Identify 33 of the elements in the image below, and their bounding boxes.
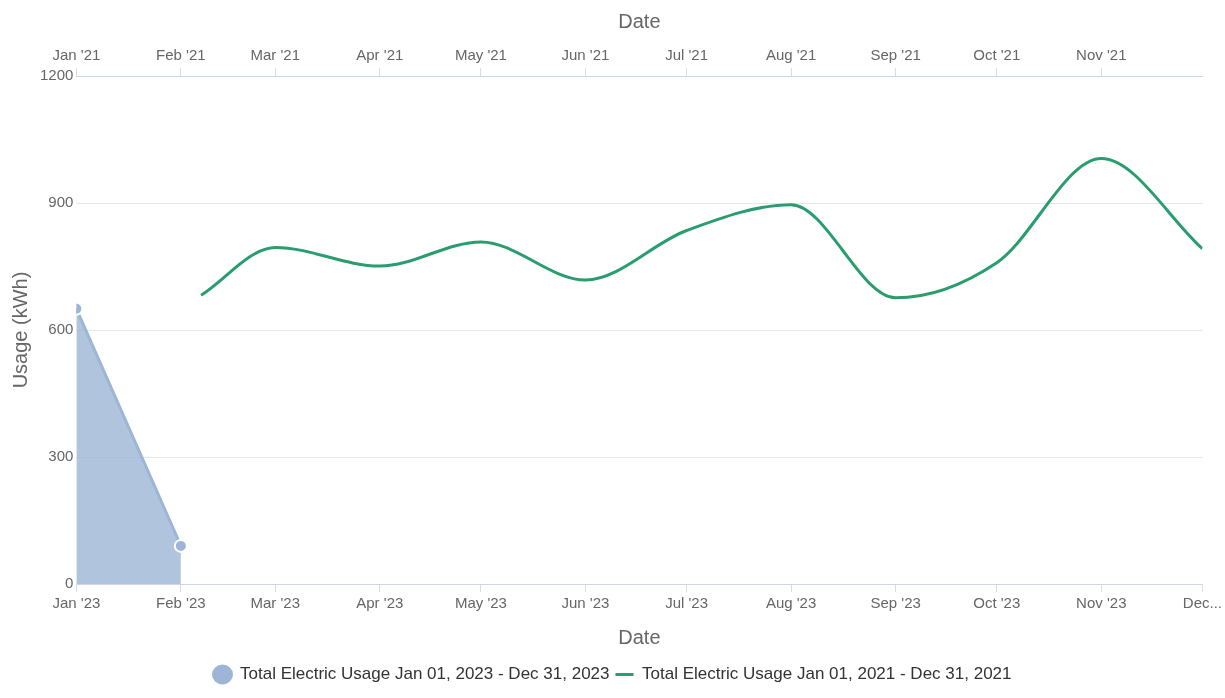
x2-tick-label: Nov '21: [1076, 46, 1127, 64]
y-tick-label: 900: [48, 193, 74, 211]
y-tick-label: 600: [48, 320, 74, 338]
x-tick-label: Dec...: [1182, 594, 1223, 612]
y-tick-label: 1200: [39, 66, 74, 84]
x-tick-label: Feb '23: [156, 594, 206, 612]
x-tick-label: Apr '23: [356, 594, 404, 612]
x-axis-title: Date: [618, 625, 661, 648]
x2-tick-label: Sep '21: [870, 46, 921, 64]
x2-tick-label: Aug '21: [765, 46, 817, 64]
x-tick-label: Aug '23: [765, 594, 817, 612]
y-tick-label: 300: [48, 447, 74, 465]
x2-axis-title: Date: [618, 9, 661, 32]
x-tick-label: Jan '23: [52, 594, 101, 612]
x2-tick-label: Mar '21: [250, 46, 301, 64]
x2-tick-label: Apr '21: [356, 46, 404, 64]
x-tick-label: Oct '23: [973, 594, 1021, 612]
x-tick-label: May '23: [454, 594, 507, 612]
legend-label: Total Electric Usage Jan 01, 2023 - Dec 31, 2023: [240, 664, 610, 684]
x2-tick-label: Jan '21: [52, 46, 101, 64]
legend-label: Total Electric Usage Jan 01, 2021 - Dec 31, 2021: [642, 664, 1012, 684]
x-tick-label: Jun '23: [561, 594, 610, 612]
x2-tick-label: May '21: [454, 46, 507, 64]
y-tick-label: 0: [65, 574, 74, 592]
y-axis-title: Usage (kWh): [8, 271, 31, 389]
x2-tick-label: Feb '21: [156, 46, 206, 64]
x-tick-label: Mar '23: [250, 594, 301, 612]
x-tick-label: Sep '23: [870, 594, 921, 612]
x2-tick-label: Oct '21: [973, 46, 1021, 64]
x2-tick-label: Jul '21: [665, 46, 709, 64]
x-tick-label: Nov '23: [1076, 594, 1127, 612]
x-tick-label: Jul '23: [665, 594, 709, 612]
x2-tick-label: Jun '21: [561, 46, 610, 64]
